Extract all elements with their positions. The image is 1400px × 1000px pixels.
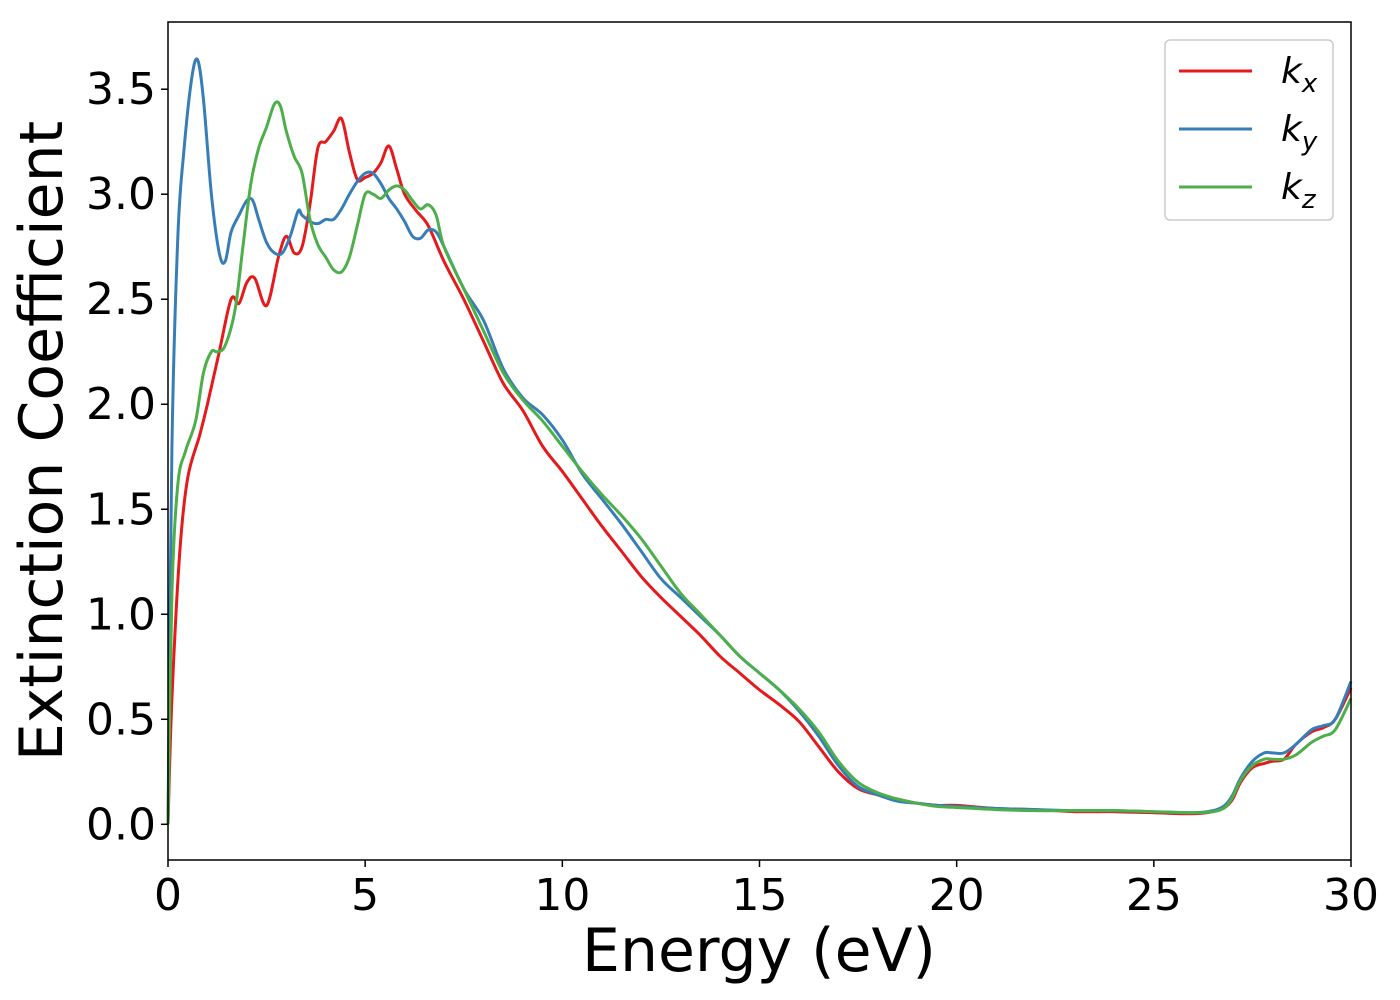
legend-label-kx: kx (1281, 51, 1318, 99)
y-tick-label: 3.5 (86, 64, 156, 115)
y-tick-label: 0.5 (86, 694, 156, 745)
series-line-kx (166, 116, 1353, 825)
legend-label-ky: ky (1281, 109, 1318, 157)
x-tick-label: 20 (929, 870, 985, 921)
series-layer (166, 57, 1353, 825)
y-tick-label: 2.0 (86, 379, 156, 430)
legend-label-kz: kz (1281, 167, 1317, 215)
x-tick-label: 10 (534, 870, 590, 921)
y-tick-label: 2.5 (86, 274, 156, 325)
y-tick-label: 1.0 (86, 589, 156, 640)
x-tick-label: 25 (1126, 870, 1182, 921)
x-tick-label: 0 (154, 870, 182, 921)
series-line-kz (166, 100, 1353, 825)
y-tick-label: 3.0 (86, 169, 156, 220)
y-tick-label: 0.0 (86, 799, 156, 850)
y-tick-label: 1.5 (86, 484, 156, 535)
ticks-layer: 0 5 10 15 20 25 30 0.0 0.5 1.0 1.5 2.0 2.5 3.0 3.5 (86, 64, 1379, 921)
x-tick-label: 15 (732, 870, 788, 921)
y-axis-title: Extinction Coefficient (7, 121, 77, 761)
x-tick-label: 30 (1323, 870, 1379, 921)
x-axis-title: Energy (eV) (582, 916, 936, 986)
x-tick-label: 5 (351, 870, 379, 921)
legend: kx ky kz (1164, 39, 1334, 221)
